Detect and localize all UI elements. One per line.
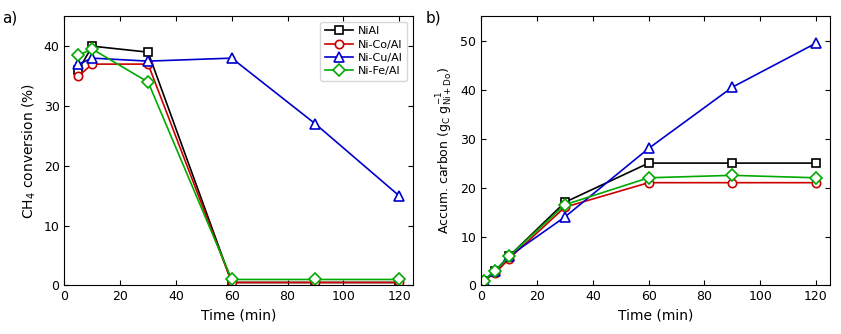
Y-axis label: CH$_4$ conversion (%): CH$_4$ conversion (%) <box>21 83 38 219</box>
Ni-Co/Al <box>73 74 83 78</box>
Ni-Cu/Al <box>310 122 320 126</box>
Ni-Co/Al <box>504 257 514 261</box>
Ni-Cu/Al <box>394 194 405 198</box>
Ni-Cu/Al <box>560 215 570 219</box>
Ni-Co/Al <box>87 62 98 66</box>
Ni-Fe/Al <box>394 278 405 282</box>
Line: Ni-Cu/Al: Ni-Cu/Al <box>479 38 821 286</box>
Ni-Fe/Al <box>73 53 83 57</box>
Ni-Fe/Al <box>490 269 500 273</box>
NiAl <box>394 281 405 285</box>
Ni-Co/Al <box>310 281 320 285</box>
Ni-Fe/Al <box>479 279 489 283</box>
Ni-Fe/Al <box>87 47 98 51</box>
NiAl <box>811 161 821 165</box>
Ni-Co/Al <box>643 181 653 185</box>
Ni-Cu/Al <box>504 254 514 258</box>
Ni-Cu/Al <box>73 62 83 66</box>
NiAl <box>73 68 83 72</box>
Ni-Cu/Al <box>143 59 153 63</box>
NiAl <box>643 161 653 165</box>
X-axis label: Time (min): Time (min) <box>201 309 277 323</box>
Ni-Cu/Al <box>811 41 821 45</box>
Ni-Co/Al <box>394 281 405 285</box>
Text: a): a) <box>2 11 17 26</box>
NiAl <box>560 200 570 204</box>
Ni-Cu/Al <box>479 279 489 283</box>
Ni-Co/Al <box>143 62 153 66</box>
Line: NiAl: NiAl <box>480 159 820 285</box>
Y-axis label: Accum. carbon ($\mathregular{g_C\ g_{Ni+Do}^{-1}}$): Accum. carbon ($\mathregular{g_C\ g_{Ni+… <box>435 67 455 234</box>
Ni-Cu/Al <box>643 146 653 150</box>
Ni-Cu/Al <box>87 56 98 60</box>
Line: Ni-Fe/Al: Ni-Fe/Al <box>74 45 403 284</box>
NiAl <box>87 44 98 48</box>
NiAl <box>143 50 153 54</box>
NiAl <box>227 281 237 285</box>
Ni-Fe/Al <box>560 203 570 207</box>
Ni-Co/Al <box>490 271 500 275</box>
NiAl <box>504 254 514 258</box>
Ni-Cu/Al <box>727 85 738 89</box>
Ni-Co/Al <box>811 181 821 185</box>
Ni-Co/Al <box>727 181 738 185</box>
Ni-Fe/Al <box>643 176 653 180</box>
NiAl <box>310 281 320 285</box>
Ni-Co/Al <box>560 205 570 209</box>
Ni-Fe/Al <box>227 278 237 282</box>
Line: Ni-Co/Al: Ni-Co/Al <box>74 60 403 287</box>
X-axis label: Time (min): Time (min) <box>618 309 693 323</box>
Ni-Fe/Al <box>811 176 821 180</box>
Ni-Cu/Al <box>227 56 237 60</box>
NiAl <box>727 161 738 165</box>
Ni-Fe/Al <box>310 278 320 282</box>
NiAl <box>490 269 500 273</box>
Ni-Cu/Al <box>490 269 500 273</box>
Line: Ni-Cu/Al: Ni-Cu/Al <box>73 53 404 201</box>
Line: Ni-Fe/Al: Ni-Fe/Al <box>480 171 820 285</box>
Ni-Fe/Al <box>504 254 514 258</box>
Ni-Co/Al <box>227 281 237 285</box>
Legend: NiAl, Ni-Co/Al, Ni-Cu/Al, Ni-Fe/Al: NiAl, Ni-Co/Al, Ni-Cu/Al, Ni-Fe/Al <box>320 22 408 81</box>
Text: b): b) <box>426 11 442 26</box>
Ni-Fe/Al <box>143 80 153 84</box>
Line: Ni-Co/Al: Ni-Co/Al <box>480 178 820 285</box>
NiAl <box>479 279 489 283</box>
Ni-Fe/Al <box>727 173 738 177</box>
Line: NiAl: NiAl <box>74 42 403 287</box>
Ni-Co/Al <box>479 279 489 283</box>
